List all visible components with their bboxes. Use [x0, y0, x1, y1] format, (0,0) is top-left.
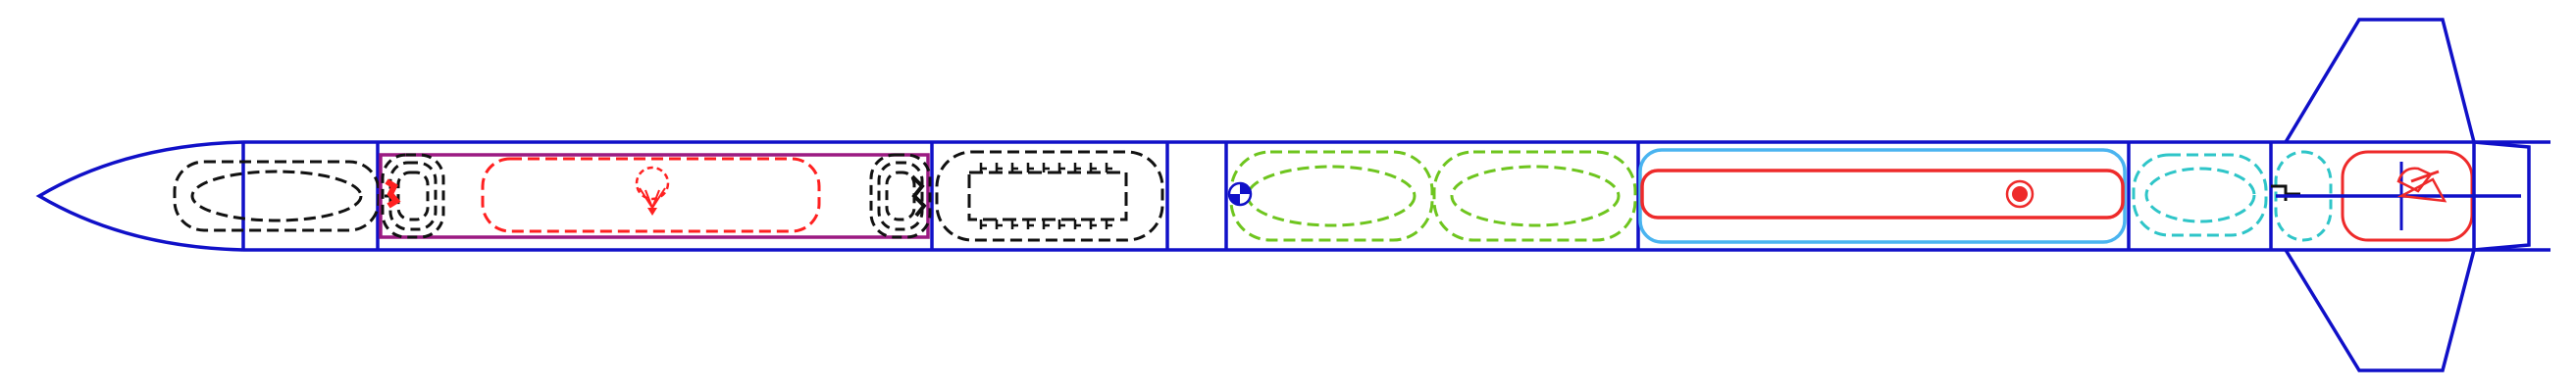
tail-cone	[2472, 140, 2531, 252]
nose-mass	[173, 160, 381, 232]
mass-front	[1229, 150, 1434, 242]
inner-tube	[379, 153, 930, 239]
avionics-bay	[935, 150, 1164, 242]
fins	[2276, 18, 2521, 372]
upper-body-tube	[379, 153, 930, 239]
shock-cord-front-attachment	[385, 178, 401, 209]
launch-lug	[2132, 153, 2268, 237]
mass-rear	[1432, 150, 1637, 242]
motor	[1640, 169, 2125, 220]
section-dividers	[241, 142, 2273, 250]
center-of-gravity	[1227, 181, 1253, 207]
center-of-pressure	[2005, 179, 2035, 209]
motor-mount	[1638, 148, 2127, 244]
nose-cone	[35, 140, 244, 252]
nozzle-marker	[2396, 162, 2447, 230]
airframe-outline	[243, 140, 2550, 252]
parachute	[481, 157, 821, 233]
shock-cord-rear	[869, 153, 932, 239]
avionics-board	[967, 163, 1128, 229]
